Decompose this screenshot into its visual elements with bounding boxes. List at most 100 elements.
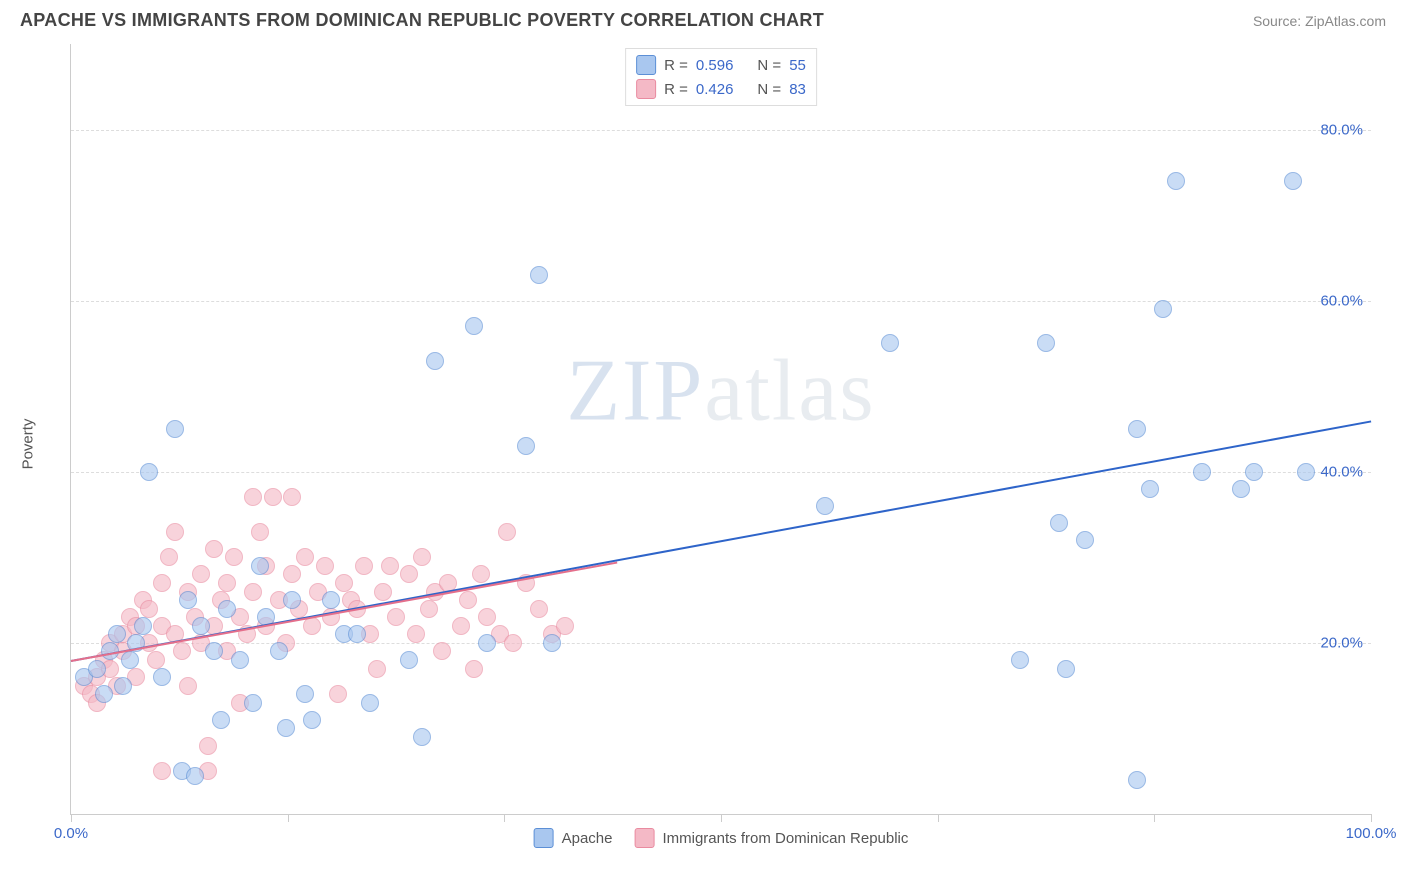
data-point (173, 642, 191, 660)
x-tick-label: 100.0% (1346, 825, 1397, 842)
data-point (1128, 420, 1146, 438)
data-point (244, 583, 262, 601)
legend-swatch (534, 828, 554, 848)
n-value: 55 (789, 57, 806, 74)
data-point (153, 668, 171, 686)
data-point (147, 651, 165, 669)
n-value: 83 (789, 81, 806, 98)
data-point (251, 557, 269, 575)
data-point (1011, 651, 1029, 669)
r-value: 0.426 (696, 81, 734, 98)
data-point (1245, 463, 1263, 481)
data-point (1050, 514, 1068, 532)
data-point (212, 711, 230, 729)
data-point (517, 437, 535, 455)
data-point (160, 548, 178, 566)
data-point (504, 634, 522, 652)
data-point (881, 334, 899, 352)
data-point (225, 548, 243, 566)
data-point (192, 617, 210, 635)
data-point (1154, 300, 1172, 318)
data-point (556, 617, 574, 635)
data-point (244, 488, 262, 506)
data-point (283, 488, 301, 506)
legend-item: Apache (534, 828, 613, 848)
legend-swatch (636, 55, 656, 75)
data-point (205, 642, 223, 660)
data-point (153, 762, 171, 780)
data-point (231, 651, 249, 669)
gridline (71, 472, 1371, 473)
data-point (1057, 660, 1075, 678)
legend-label: Apache (562, 830, 613, 847)
data-point (296, 548, 314, 566)
legend-stats: R =0.596N =55R =0.426N =83 (625, 48, 817, 106)
data-point (192, 565, 210, 583)
data-point (400, 565, 418, 583)
chart-container: Poverty ZIPatlas R =0.596N =55R =0.426N … (50, 44, 1390, 844)
data-point (244, 694, 262, 712)
data-point (283, 591, 301, 609)
x-tick (504, 814, 505, 822)
data-point (264, 488, 282, 506)
r-value: 0.596 (696, 57, 734, 74)
data-point (205, 540, 223, 558)
data-point (816, 497, 834, 515)
data-point (413, 728, 431, 746)
data-point (387, 608, 405, 626)
data-point (88, 660, 106, 678)
r-label: R = (664, 57, 688, 74)
data-point (1076, 531, 1094, 549)
data-point (465, 317, 483, 335)
legend-swatch (634, 828, 654, 848)
y-axis-label: Poverty (20, 419, 37, 470)
data-point (108, 625, 126, 643)
x-tick (938, 814, 939, 822)
data-point (322, 591, 340, 609)
data-point (153, 574, 171, 592)
data-point (452, 617, 470, 635)
data-point (361, 694, 379, 712)
data-point (543, 634, 561, 652)
n-label: N = (757, 81, 781, 98)
data-point (1232, 480, 1250, 498)
data-point (1141, 480, 1159, 498)
data-point (121, 651, 139, 669)
data-point (166, 523, 184, 541)
page-title: APACHE VS IMMIGRANTS FROM DOMINICAN REPU… (20, 10, 824, 31)
data-point (498, 523, 516, 541)
y-tick-label: 60.0% (1320, 292, 1363, 309)
watermark: ZIPatlas (566, 340, 875, 441)
data-point (1193, 463, 1211, 481)
data-point (433, 642, 451, 660)
data-point (374, 583, 392, 601)
data-point (1128, 771, 1146, 789)
data-point (400, 651, 418, 669)
data-point (251, 523, 269, 541)
data-point (355, 557, 373, 575)
data-point (296, 685, 314, 703)
source-label: Source: ZipAtlas.com (1253, 13, 1386, 29)
data-point (270, 642, 288, 660)
r-label: R = (664, 81, 688, 98)
data-point (218, 600, 236, 618)
data-point (134, 617, 152, 635)
gridline (71, 643, 1371, 644)
data-point (478, 608, 496, 626)
x-tick (288, 814, 289, 822)
y-tick-label: 80.0% (1320, 121, 1363, 138)
data-point (478, 634, 496, 652)
gridline (71, 301, 1371, 302)
data-point (316, 557, 334, 575)
data-point (277, 719, 295, 737)
data-point (407, 625, 425, 643)
data-point (1297, 463, 1315, 481)
data-point (179, 677, 197, 695)
data-point (329, 685, 347, 703)
data-point (218, 574, 236, 592)
legend-stat-row: R =0.596N =55 (636, 53, 806, 77)
data-point (199, 737, 217, 755)
legend-series: ApacheImmigrants from Dominican Republic (534, 828, 909, 848)
plot-area: ZIPatlas R =0.596N =55R =0.426N =83 Apac… (70, 44, 1371, 815)
data-point (368, 660, 386, 678)
